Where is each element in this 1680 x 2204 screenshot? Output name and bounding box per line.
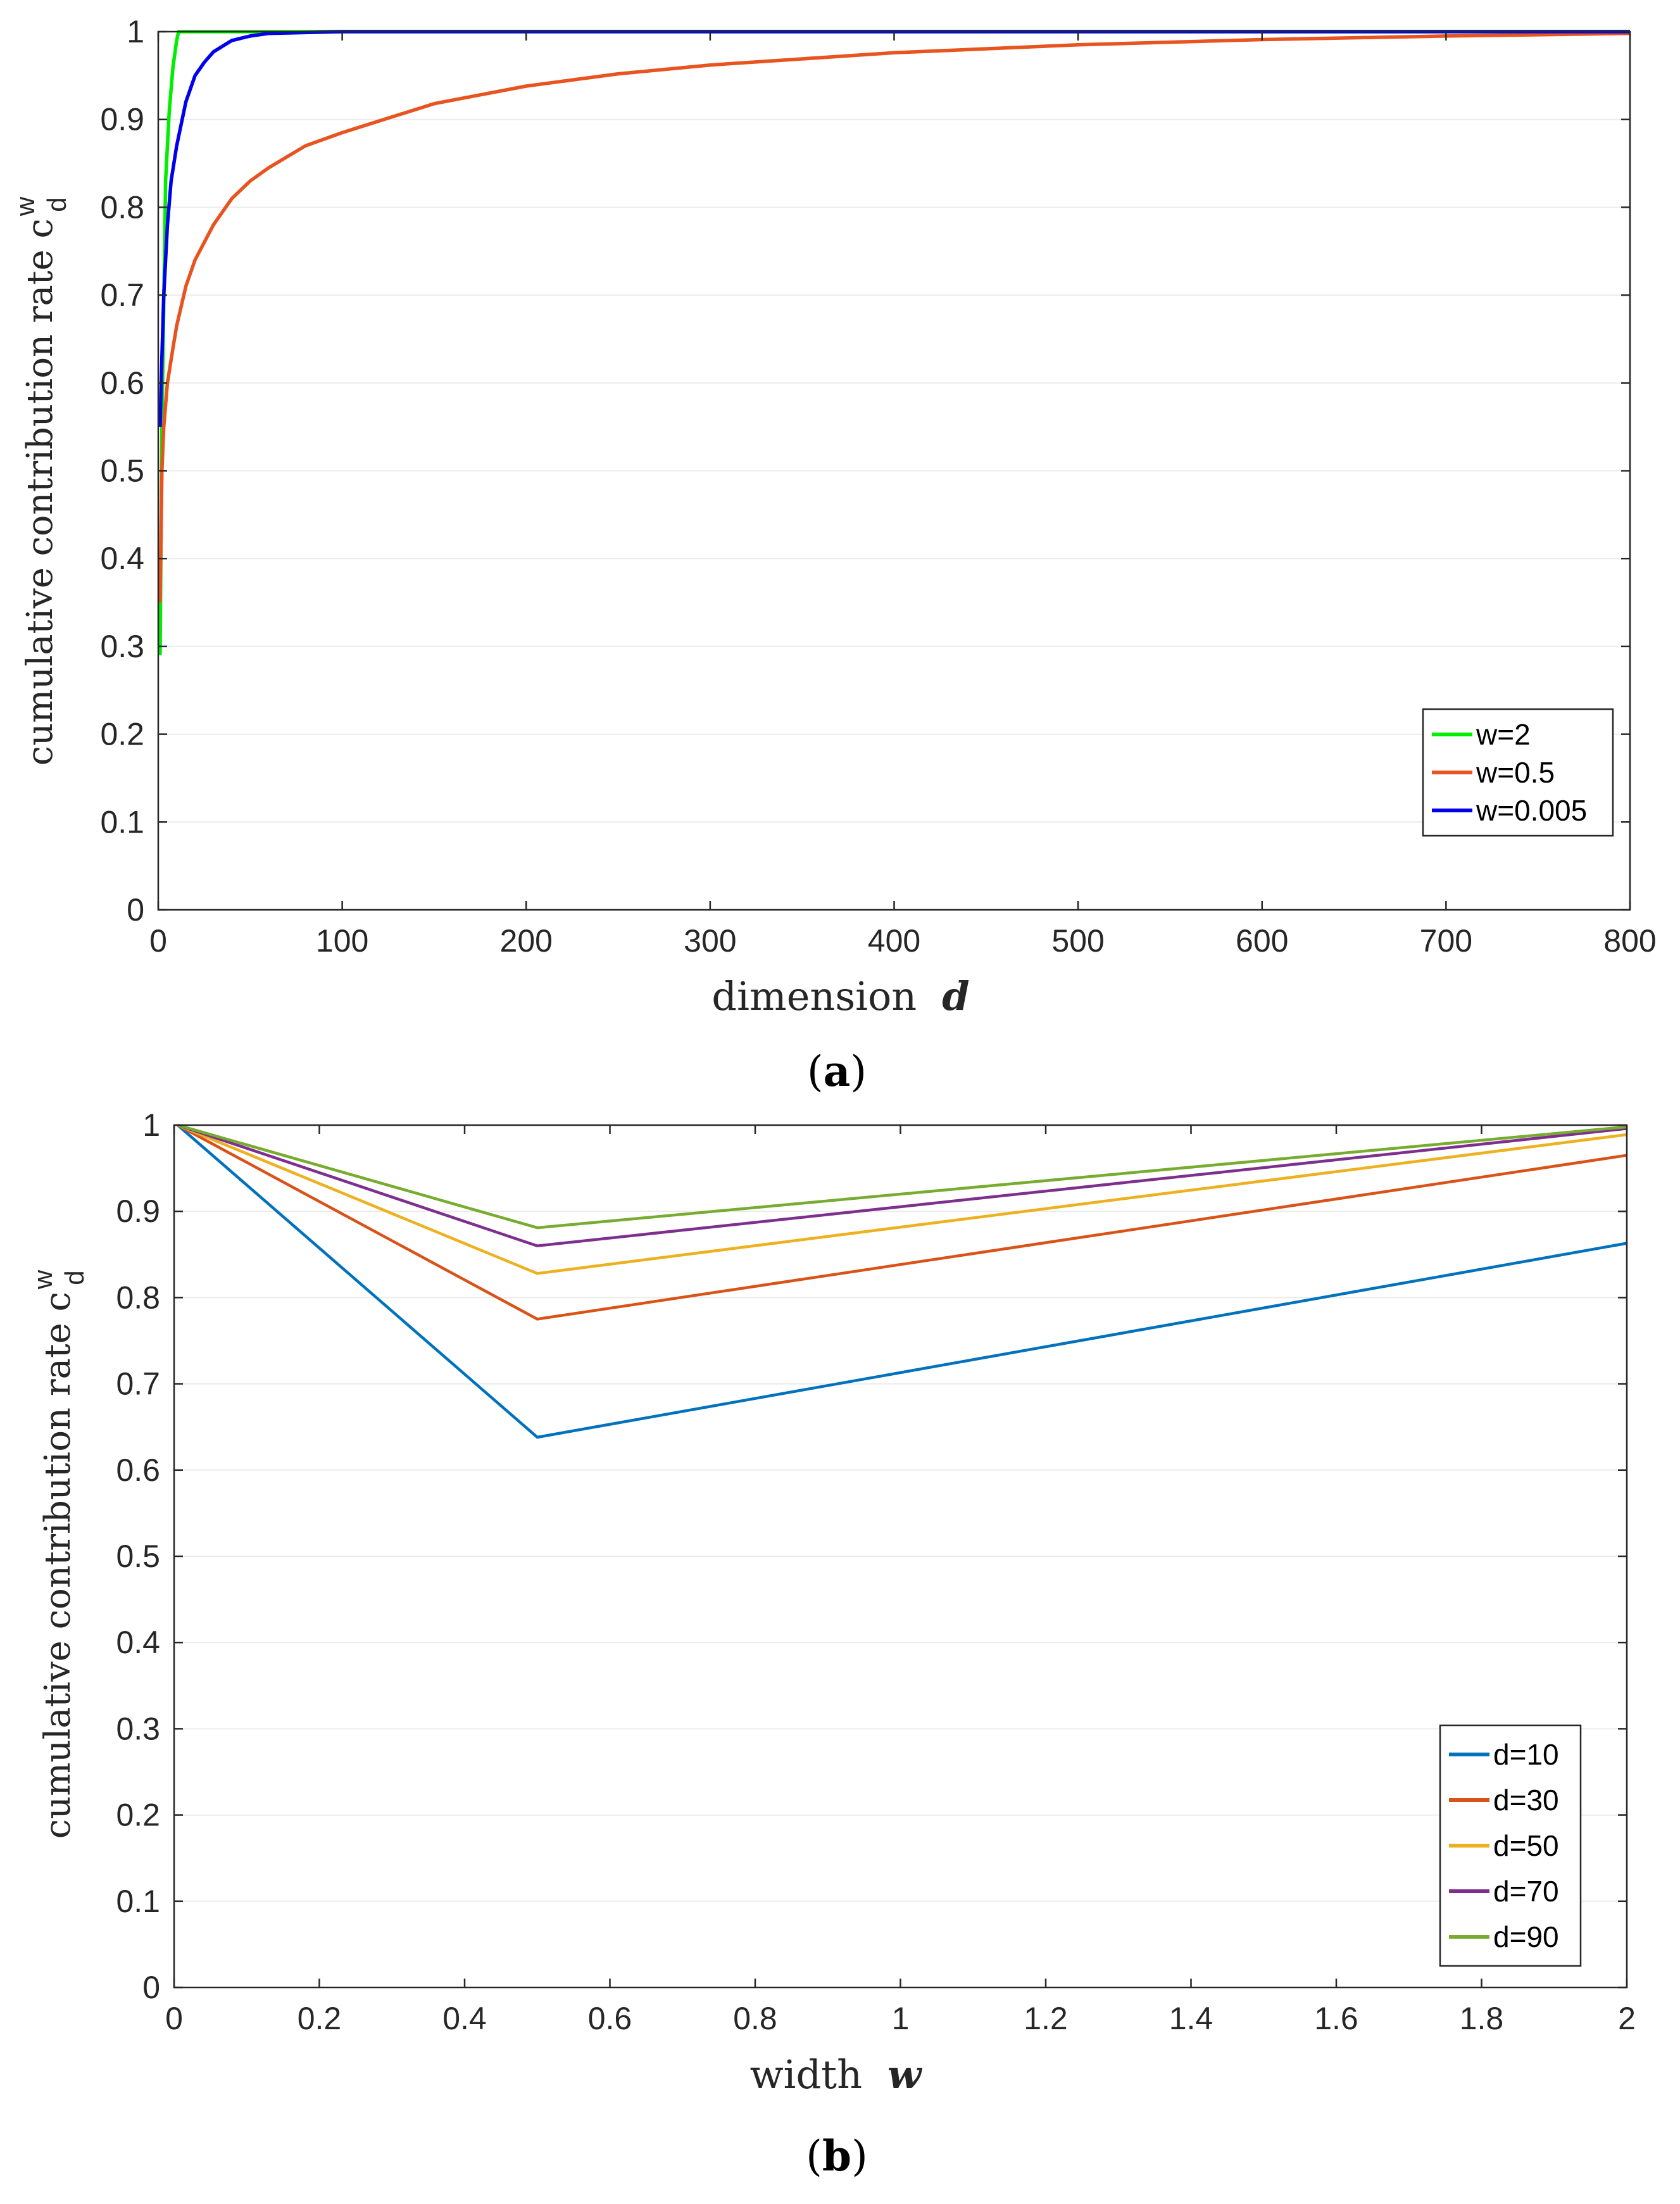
panel-caption: (a): [807, 1047, 867, 1096]
y-tick-label: 1: [142, 1107, 160, 1143]
x-tick-label: 0.4: [442, 2001, 487, 2036]
panel-caption-close: ): [850, 1047, 867, 1096]
y-tick-label: 1: [127, 14, 144, 49]
x-axis-label-text: width: [750, 2051, 862, 2098]
y-tick-label: 0.1: [100, 804, 144, 840]
y-tick-label: 0: [142, 1970, 160, 2005]
y-tick-label: 0.3: [100, 629, 144, 664]
x-tick-label: 800: [1603, 923, 1656, 959]
series-line-w=0.5: [158, 32, 1631, 603]
legend: d=10 d=30 d=50 d=70 d=90: [1439, 1724, 1582, 1967]
y-tick-label: 0.2: [100, 717, 144, 752]
x-axis-label-variable: w: [887, 2051, 923, 2098]
y-axis-label-superscript: w: [10, 196, 40, 217]
y-tick-label: 0.4: [116, 1625, 160, 1660]
y-axis-label-subscript: d: [42, 197, 72, 211]
x-tick-label: 600: [1236, 923, 1288, 959]
x-tick-label: 200: [500, 923, 553, 959]
chart-panel-a: 0 100 200 300 400 500 600 700 800 0 0.1 0.2 0.3 0.4 0.…: [10, 14, 1657, 1096]
x-tick-label: 0: [149, 923, 167, 959]
y-axis-label-text: cumulative contribution rate c: [37, 1292, 78, 1839]
legend-label: w=2: [1476, 718, 1531, 751]
y-tick-label: 0.6: [100, 365, 144, 401]
legend-label: d=90: [1493, 1920, 1559, 1953]
y-tick-label: 0.7: [116, 1366, 160, 1402]
y-tick-label: 0.4: [100, 541, 144, 576]
x-tick-label: 1: [892, 2001, 910, 2036]
series-line-d=10: [177, 1124, 1627, 1439]
x-axis-label: dimension d: [711, 973, 969, 1019]
series-line-d=70: [177, 1123, 1627, 1247]
y-tick-label: 0: [127, 892, 144, 928]
y-tick-label: 0.8: [100, 189, 144, 225]
y-tick-label: 0.9: [100, 102, 144, 137]
x-tick-label: 1.8: [1460, 2001, 1504, 2036]
y-axis-label: cumulative contribution rate cwd: [10, 196, 72, 765]
x-tick-label: 1.6: [1314, 2001, 1358, 2036]
y-axis-label-subscript: d: [60, 1270, 89, 1285]
x-axis-label: width w: [750, 2051, 923, 2098]
legend-label: w=0.5: [1476, 756, 1555, 789]
x-tick-label: 0.8: [733, 2001, 777, 2036]
x-tick-label: 0.6: [588, 2001, 632, 2036]
y-tick-label: 0.3: [116, 1711, 160, 1746]
series-line-d=30: [177, 1124, 1627, 1321]
panel-caption-letter: a: [824, 1047, 851, 1096]
x-tick-label: 2: [1618, 2001, 1636, 2036]
y-tick-label: 0.7: [100, 277, 144, 313]
panel-caption: (b): [806, 2131, 868, 2181]
x-tick-label: 500: [1051, 923, 1104, 959]
x-axis-label-variable: d: [942, 973, 969, 1019]
x-tick-label: 400: [868, 923, 920, 959]
y-tick-label: 0.5: [116, 1539, 160, 1574]
legend-label: d=50: [1493, 1829, 1559, 1862]
panel-caption-close: ): [851, 2132, 868, 2181]
legend-label: d=70: [1493, 1875, 1559, 1908]
y-tick-label: 0.5: [100, 453, 144, 489]
y-tick-label: 0.1: [116, 1884, 160, 1919]
panel-caption-open: (: [806, 2132, 822, 2181]
y-axis-label: cumulative contribution rate cwd: [28, 1269, 89, 1839]
x-tick-label: 0: [165, 2001, 183, 2036]
x-tick-label: 0.2: [298, 2001, 342, 2036]
series-line-d=50: [177, 1123, 1627, 1275]
y-tick-label: 0.2: [116, 1798, 160, 1833]
y-tick-label: 0.9: [116, 1193, 160, 1229]
panel-caption-open: (: [807, 1047, 824, 1096]
chart-panel-b: 0 0.2 0.4 0.6 0.8 1 1.2 1.4 1.6 1.8 2 0 0.1 0.2 0.3 0.4…: [28, 1107, 1636, 2181]
y-axis-label-text: cumulative contribution rate c: [20, 218, 61, 765]
y-tick-label: 0.6: [116, 1452, 160, 1488]
series-line-w=0.005: [158, 30, 1630, 427]
legend-label: w=0.005: [1476, 794, 1587, 827]
x-tick-label: 100: [316, 923, 368, 959]
x-tick-label: 1.4: [1169, 2001, 1213, 2036]
y-tick-label: 0.8: [116, 1280, 160, 1315]
series-line-d=90: [177, 1123, 1627, 1230]
x-tick-label: 700: [1420, 923, 1472, 959]
x-tick-label: 300: [684, 923, 736, 959]
x-tick-label: 1.2: [1024, 2001, 1068, 2036]
y-axis-label-superscript: w: [28, 1269, 58, 1290]
panel-caption-letter: b: [822, 2131, 851, 2181]
legend-label: d=30: [1493, 1784, 1559, 1817]
legend-label: d=10: [1493, 1738, 1559, 1771]
x-axis-label-text: dimension: [711, 973, 917, 1019]
legend: w=2 w=0.5 w=0.005: [1422, 708, 1614, 837]
